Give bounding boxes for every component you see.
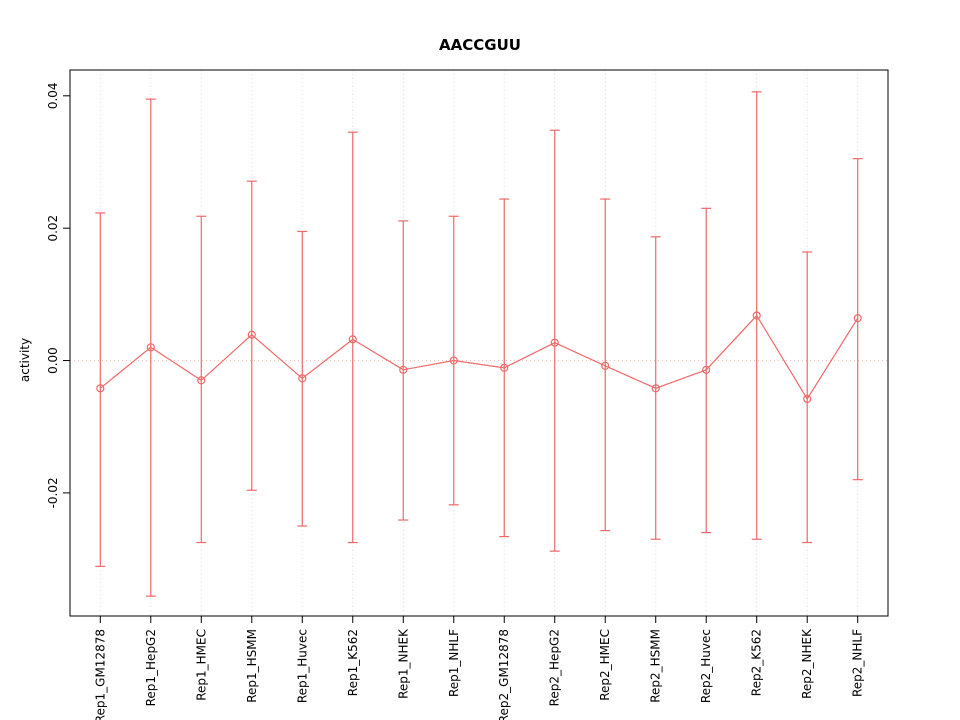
data-point [298,374,307,383]
data-point [146,343,155,352]
data-point [197,376,206,385]
data-point [702,365,711,374]
x-tick-label: Rep2_NHLF [851,629,865,697]
x-tick-label: Rep2_HepG2 [548,629,562,706]
data-point [247,330,256,339]
series-line [99,314,859,401]
y-tick-label: -0.02 [46,477,60,508]
data-point [550,338,559,347]
data-point [853,314,862,323]
x-tick-label: Rep1_NHEK [396,628,410,699]
data-point [96,384,105,393]
x-tick-label: Rep1_HSMM [245,629,259,703]
data-point [601,361,610,370]
x-tick-label: Rep1_GM12878 [93,629,107,720]
x-tick-label: Rep2_K562 [750,629,764,696]
x-tick-label: Rep1_K562 [346,629,360,696]
x-tick-label: Rep2_HMEC [598,629,612,701]
chart-title: AACCGUU [439,36,521,54]
y-tick-label: 0.04 [46,82,60,109]
x-tick-label: Rep1_HepG2 [144,629,158,706]
x-tick-label: Rep1_NHLF [447,629,461,697]
x-tick-label: Rep2_GM12878 [497,629,511,720]
data-point [449,356,458,365]
x-tick-label: Rep2_Huvec [699,629,713,703]
data-point [752,311,761,320]
data-point [651,384,660,393]
x-tick-label: Rep2_NHEK [800,628,814,699]
y-tick-label: 0.02 [46,215,60,242]
x-tick-label: Rep1_Huvec [295,629,309,703]
data-point [803,394,812,404]
data-point [500,363,509,372]
y-tick-label: 0.00 [46,347,60,374]
x-tick-label: Rep1_HMEC [194,629,208,701]
x-tick-label: Rep2_HSMM [649,629,663,703]
data-point [399,365,408,374]
data-point [348,335,357,344]
plot-border [69,69,889,617]
